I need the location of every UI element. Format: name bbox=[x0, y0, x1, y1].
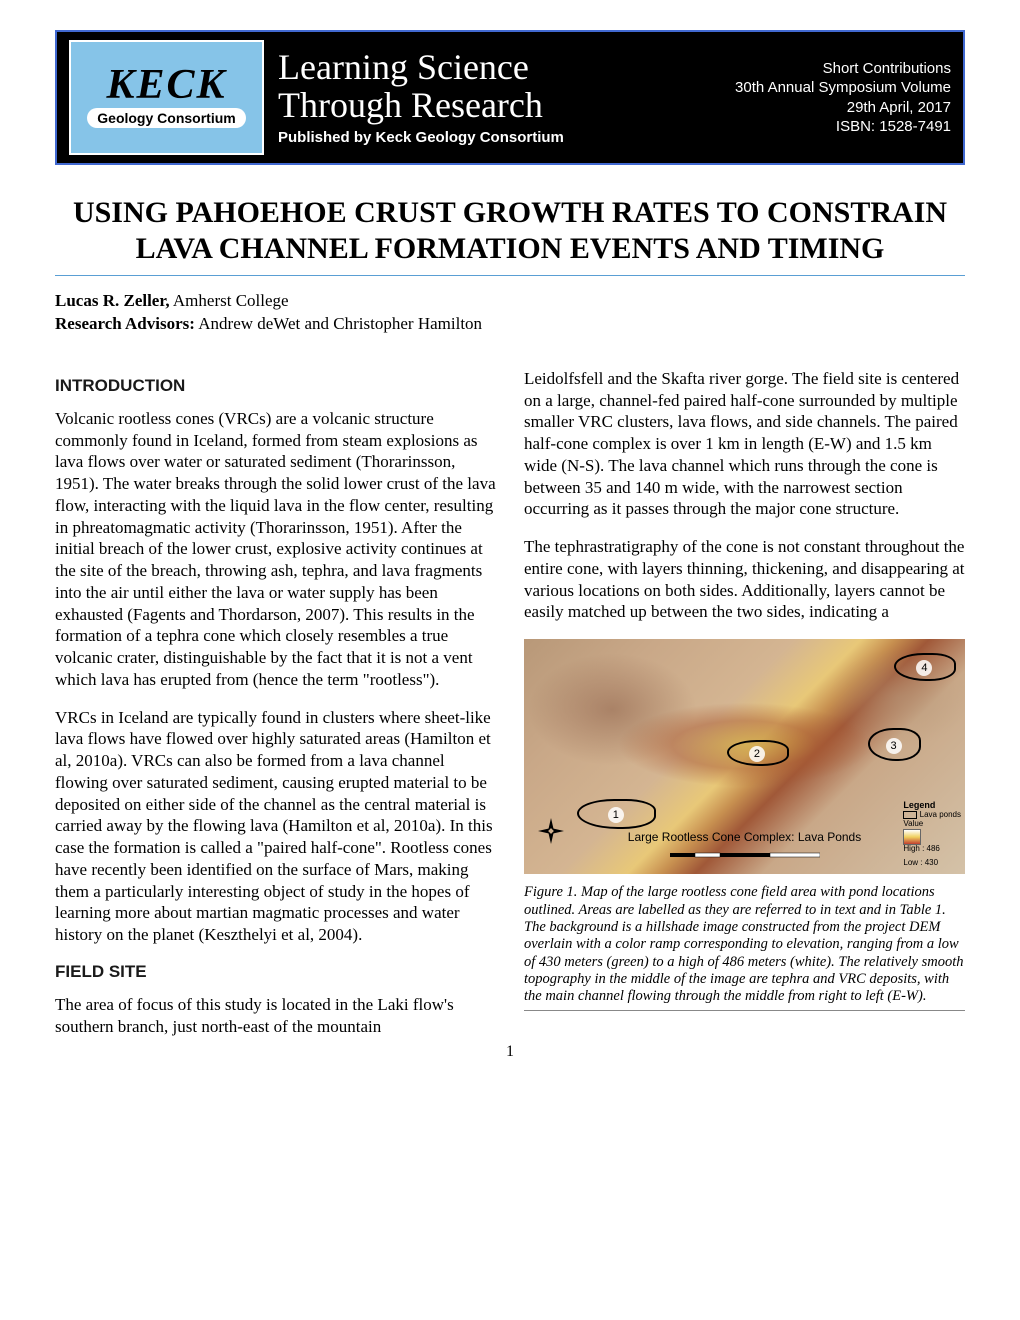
pond-label: 1 bbox=[608, 807, 624, 823]
header-title-line2: Through Research bbox=[278, 87, 721, 125]
field-site-heading: FIELD SITE bbox=[55, 962, 496, 982]
header-center: Learning Science Through Research Publis… bbox=[278, 49, 721, 146]
header-right-line1: Short Contributions bbox=[735, 59, 951, 79]
author-affil: Amherst College bbox=[170, 291, 289, 310]
legend-ramp-icon bbox=[903, 829, 921, 845]
scalebar-icon bbox=[670, 850, 820, 860]
pond-label: 2 bbox=[749, 746, 765, 762]
legend-high: High : 486 bbox=[903, 845, 961, 854]
legend-pond-swatch-icon bbox=[903, 811, 917, 819]
figure-map-image: 1234 Large Rootless Cone Complex: Lava P… bbox=[524, 639, 965, 874]
legend-item-label: Lava ponds bbox=[920, 810, 961, 819]
paper-title: USING PAHOEHOE CRUST GROWTH RATES TO CON… bbox=[55, 195, 965, 267]
header-title-line1: Learning Science bbox=[278, 49, 721, 87]
authors-block: Lucas R. Zeller, Amherst College Researc… bbox=[55, 290, 965, 336]
pond-label: 3 bbox=[886, 738, 902, 754]
intro-heading: INTRODUCTION bbox=[55, 376, 496, 396]
col2-paragraph-2: The tephrastratigraphy of the cone is no… bbox=[524, 536, 965, 623]
compass-icon bbox=[536, 816, 566, 846]
header-publisher: Published by Keck Geology Consortium bbox=[278, 129, 721, 146]
header-right-line3: 29th April, 2017 bbox=[735, 98, 951, 118]
legend-value-label: Value bbox=[903, 820, 961, 829]
advisors-label: Research Advisors: bbox=[55, 314, 195, 333]
header-right-line4: ISBN: 1528-7491 bbox=[735, 117, 951, 137]
legend-low: Low : 430 bbox=[903, 859, 961, 868]
intro-paragraph-2: VRCs in Iceland are typically found in c… bbox=[55, 707, 496, 946]
field-site-paragraph: The area of focus of this study is locat… bbox=[55, 994, 496, 1038]
advisors-names: Andrew deWet and Christopher Hamilton bbox=[195, 314, 482, 333]
logo-main-text: KECK bbox=[106, 67, 226, 105]
left-column: INTRODUCTION Volcanic rootless cones (VR… bbox=[55, 368, 496, 1038]
keck-logo: KECK Geology Consortium bbox=[69, 40, 264, 155]
page-number: 1 bbox=[55, 1043, 965, 1061]
figure-caption: Figure 1. Map of the large rootless cone… bbox=[524, 884, 965, 1011]
right-column: Leidolfsfell and the Skafta river gorge.… bbox=[524, 368, 965, 1038]
title-underline bbox=[55, 275, 965, 276]
author-name: Lucas R. Zeller, bbox=[55, 291, 170, 310]
header-right: Short Contributions 30th Annual Symposiu… bbox=[735, 59, 951, 137]
map-legend: Legend Lava ponds Value High : 486 Low :… bbox=[903, 801, 961, 868]
figure-1: 1234 Large Rootless Cone Complex: Lava P… bbox=[524, 639, 965, 1011]
col2-paragraph-1: Leidolfsfell and the Skafta river gorge.… bbox=[524, 368, 965, 520]
logo-sub-text: Geology Consortium bbox=[87, 108, 245, 128]
map-title: Large Rootless Cone Complex: Lava Ponds bbox=[628, 830, 861, 844]
legend-ramp-row bbox=[903, 829, 961, 845]
intro-paragraph-1: Volcanic rootless cones (VRCs) are a vol… bbox=[55, 408, 496, 691]
header-right-line2: 30th Annual Symposium Volume bbox=[735, 78, 951, 98]
header-banner: KECK Geology Consortium Learning Science… bbox=[55, 30, 965, 165]
content-columns: INTRODUCTION Volcanic rootless cones (VR… bbox=[55, 368, 965, 1038]
